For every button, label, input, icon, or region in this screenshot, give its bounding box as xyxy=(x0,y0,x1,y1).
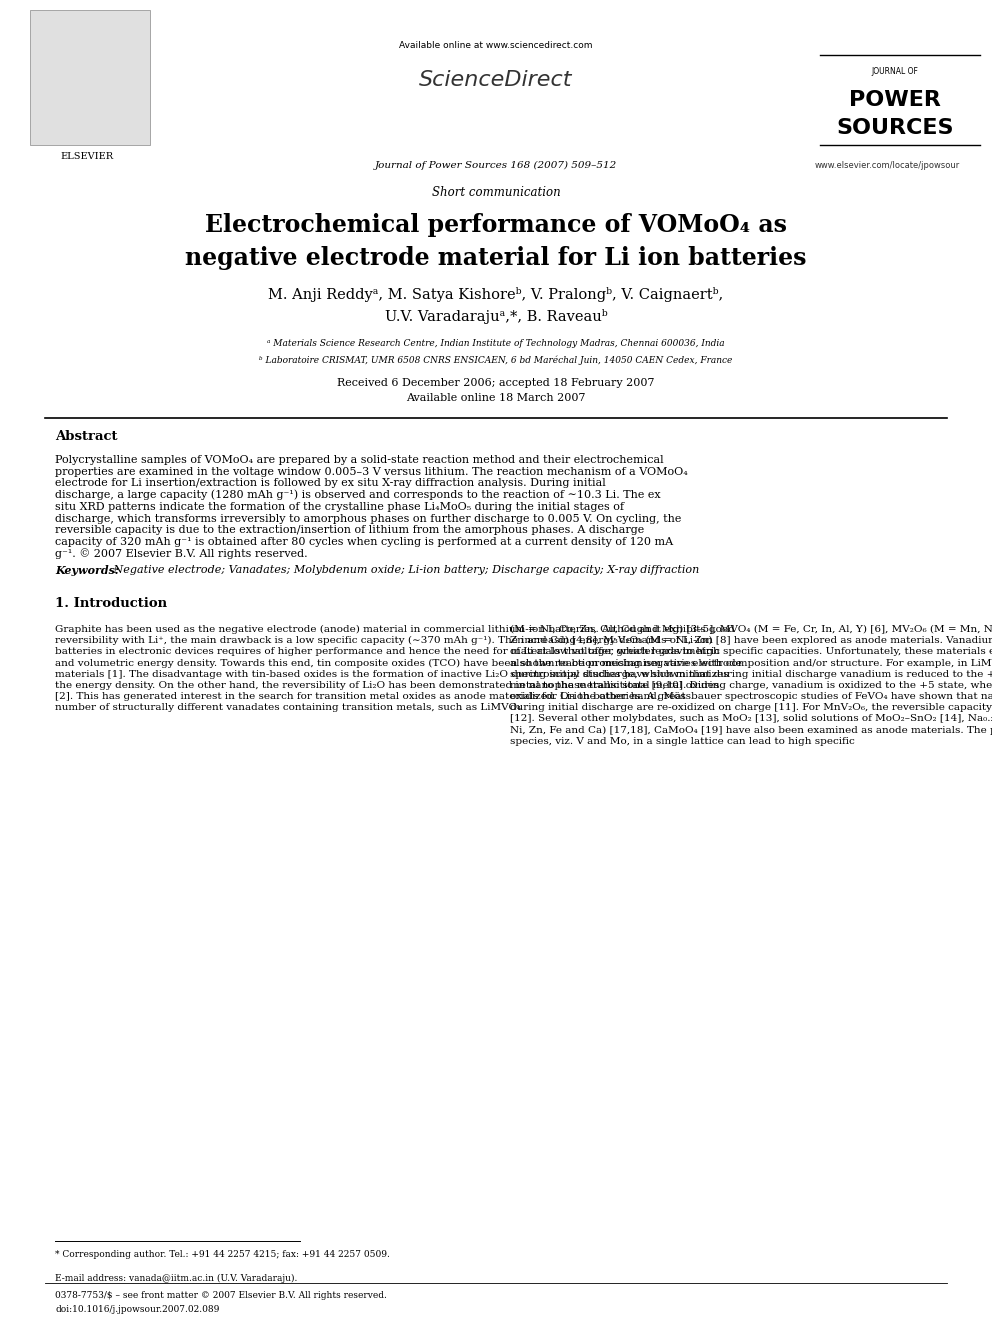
Text: Graphite has been used as the negative electrode (anode) material in commercial : Graphite has been used as the negative e… xyxy=(55,624,742,712)
Text: (M = Ni, Co, Zn, Cu, Cd and Mg) [3–5], MVO₄ (M = Fe, Cr, In, Al, Y) [6], MV₂O₆ (: (M = Ni, Co, Zn, Cu, Cd and Mg) [3–5], M… xyxy=(510,624,992,746)
Text: ᵃ Materials Science Research Centre, Indian Institute of Technology Madras, Chen: ᵃ Materials Science Research Centre, Ind… xyxy=(267,340,725,348)
Text: Available online 18 March 2007: Available online 18 March 2007 xyxy=(407,393,585,404)
Text: Abstract: Abstract xyxy=(55,430,117,443)
Text: 0378-7753/$ – see front matter © 2007 Elsevier B.V. All rights reserved.: 0378-7753/$ – see front matter © 2007 El… xyxy=(55,1290,387,1299)
Text: Polycrystalline samples of VOMoO₄ are prepared by a solid-state reaction method : Polycrystalline samples of VOMoO₄ are pr… xyxy=(55,455,687,560)
Text: Short communication: Short communication xyxy=(432,187,560,200)
Text: Keywords:: Keywords: xyxy=(55,565,119,576)
Text: ELSEVIER: ELSEVIER xyxy=(61,152,113,161)
Text: Journal of Power Sources 168 (2007) 509–512: Journal of Power Sources 168 (2007) 509–… xyxy=(375,160,617,169)
Text: doi:10.1016/j.jpowsour.2007.02.089: doi:10.1016/j.jpowsour.2007.02.089 xyxy=(55,1306,219,1315)
Text: M. Anji Reddyᵃ, M. Satya Kishoreᵇ, V. Pralongᵇ, V. Caignaertᵇ,: M. Anji Reddyᵃ, M. Satya Kishoreᵇ, V. Pr… xyxy=(269,287,723,303)
Text: 1. Introduction: 1. Introduction xyxy=(55,597,167,610)
Text: Available online at www.sciencedirect.com: Available online at www.sciencedirect.co… xyxy=(399,41,593,49)
Text: www.elsevier.com/locate/jpowsour: www.elsevier.com/locate/jpowsour xyxy=(814,160,960,169)
Text: POWER: POWER xyxy=(849,90,941,110)
Text: ᵇ Laboratoire CRISMAT, UMR 6508 CNRS ENSICAEN, 6 bd Maréchal Juin, 14050 CAEN Ce: ᵇ Laboratoire CRISMAT, UMR 6508 CNRS ENS… xyxy=(259,356,733,365)
Text: E-mail address: vanada@iitm.ac.in (U.V. Varadaraju).: E-mail address: vanada@iitm.ac.in (U.V. … xyxy=(55,1274,298,1283)
Bar xyxy=(30,11,150,146)
Text: Electrochemical performance of VOMoO₄ as: Electrochemical performance of VOMoO₄ as xyxy=(205,213,787,237)
Text: * Corresponding author. Tel.: +91 44 2257 4215; fax: +91 44 2257 0509.: * Corresponding author. Tel.: +91 44 225… xyxy=(55,1250,390,1259)
Text: Negative electrode; Vanadates; Molybdenum oxide; Li-ion battery; Discharge capac: Negative electrode; Vanadates; Molybdenu… xyxy=(110,565,699,576)
Text: negative electrode material for Li ion batteries: negative electrode material for Li ion b… xyxy=(186,246,806,270)
Text: Received 6 December 2006; accepted 18 February 2007: Received 6 December 2006; accepted 18 Fe… xyxy=(337,378,655,388)
Text: ScienceDirect: ScienceDirect xyxy=(420,70,572,90)
Text: U.V. Varadarajuᵃ,*, B. Raveauᵇ: U.V. Varadarajuᵃ,*, B. Raveauᵇ xyxy=(385,308,607,324)
Text: JOURNAL OF: JOURNAL OF xyxy=(872,67,919,77)
Text: SOURCES: SOURCES xyxy=(836,118,953,138)
